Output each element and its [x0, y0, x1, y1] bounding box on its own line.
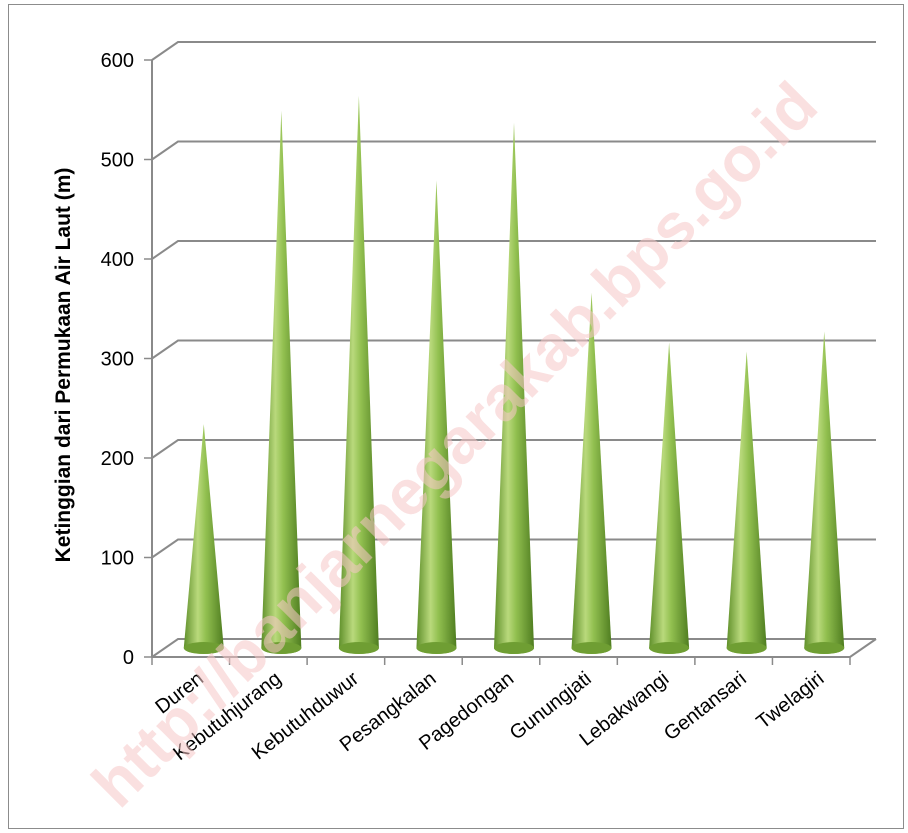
bar-pagedongan	[494, 122, 534, 654]
gridline	[151, 439, 876, 459]
bar-gentansari	[726, 351, 767, 654]
bar-pesangkalan	[416, 180, 457, 654]
y-tick-label: 100	[101, 548, 134, 570]
bar-duren	[183, 424, 224, 654]
y-axis-label: Ketinggian dari Permukaan Air Laut (m)	[52, 168, 75, 563]
bars	[183, 95, 845, 654]
gridline	[151, 339, 876, 360]
x-tick-label: Twelagiri	[753, 668, 829, 734]
x-tick-label: Gentansari	[660, 668, 751, 746]
gridline	[151, 140, 876, 161]
y-tick-label: 0	[123, 647, 134, 669]
y-tick-label: 600	[101, 50, 134, 72]
axes	[144, 59, 877, 665]
gridline	[151, 41, 876, 61]
gridline	[151, 240, 876, 260]
bar-lebakwangi	[649, 342, 690, 654]
bar-gunungjati	[571, 292, 612, 654]
bar-kebutuhjurang	[261, 110, 302, 654]
gridline	[151, 538, 876, 559]
y-tick-label: 400	[101, 249, 134, 271]
bar-kebutuhduwur	[338, 95, 379, 654]
y-tick-label: 500	[101, 150, 134, 172]
y-tick-label: 300	[101, 349, 134, 371]
bar-twelagiri	[804, 331, 845, 654]
y-tick-label: 200	[101, 448, 134, 470]
gridline	[151, 638, 876, 658]
gridlines	[151, 41, 876, 658]
